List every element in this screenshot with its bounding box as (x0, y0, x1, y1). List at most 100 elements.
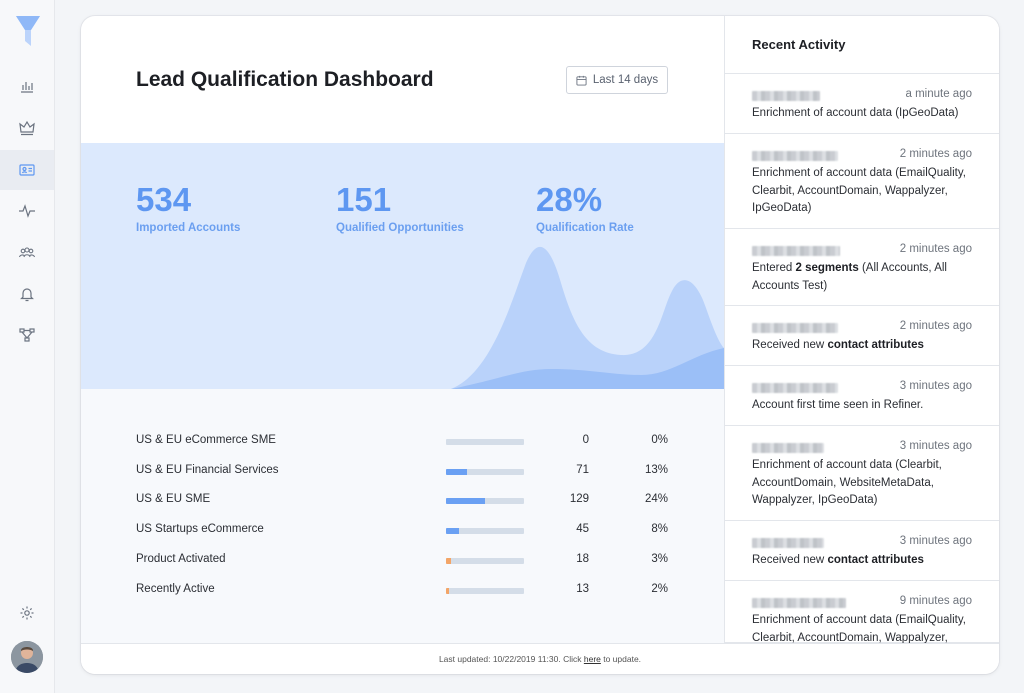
avatar-icon (11, 641, 43, 673)
segment-row[interactable]: US & EU Financial Services 71 13% (81, 461, 724, 481)
activity-item[interactable]: a minute ago Enrichment of account data (… (725, 74, 999, 134)
kpi-label: Qualification Rate (536, 222, 634, 234)
activity-description: Enrichment of account data (EmailQuality… (752, 614, 966, 643)
segment-bar (446, 469, 524, 475)
nav-item-activity[interactable] (0, 191, 54, 231)
people-icon (18, 247, 36, 258)
activity-time: 2 minutes ago (899, 243, 972, 255)
main-panel: Lead Qualification Dashboard Last 14 day… (81, 16, 724, 643)
segment-row[interactable]: Product Activated 18 3% (81, 550, 724, 570)
segment-bar (446, 528, 524, 534)
settings-button[interactable] (0, 593, 54, 633)
segment-name: US & EU Financial Services (136, 464, 279, 476)
calendar-icon (576, 75, 587, 86)
recent-activity-panel: Recent Activity a minute ago Enrichment o… (724, 16, 999, 643)
bell-icon (20, 288, 34, 302)
activity-description: Entered 2 segments (All Accounts, All Ac… (752, 262, 947, 292)
segment-row[interactable]: US Startups eCommerce 45 8% (81, 520, 724, 540)
segment-row[interactable]: US & EU SME 129 24% (81, 490, 724, 510)
redacted-contact-name (752, 151, 838, 161)
activity-time: 3 minutes ago (899, 440, 972, 452)
redacted-contact-name (752, 598, 846, 608)
kpi-hero: 534 Imported Accounts 151 Qualified Oppo… (81, 143, 724, 389)
activity-item[interactable]: 2 minutes ago Entered 2 segments (All Acc… (725, 229, 999, 306)
kpi-label: Imported Accounts (136, 222, 241, 234)
segment-count: 0 (582, 434, 589, 446)
segment-count: 13 (576, 583, 589, 595)
update-link[interactable]: here (583, 654, 601, 664)
user-avatar[interactable] (11, 641, 43, 673)
segment-percent: 3% (651, 553, 668, 565)
nav-item-workflows[interactable] (0, 315, 54, 355)
segment-bar-fill (446, 469, 467, 475)
activity-description: Account first time seen in Refiner. (752, 399, 924, 411)
activity-time: 9 minutes ago (899, 595, 972, 607)
segment-bar (446, 588, 524, 594)
activity-time: 2 minutes ago (899, 148, 972, 160)
segment-percent: 0% (651, 434, 668, 446)
footer-text: Last updated: 10/22/2019 11:30. Click (438, 654, 584, 664)
nav-item-analytics[interactable] (0, 66, 54, 106)
segment-percent: 2% (651, 583, 668, 595)
segment-bar (446, 498, 524, 504)
segment-percent: 8% (651, 523, 668, 535)
kpi-value: 534 (136, 181, 192, 218)
activity-description: Received new contact attributes (752, 554, 924, 566)
segment-name: US & EU SME (136, 493, 211, 505)
pulse-icon (19, 204, 35, 218)
crown-icon (19, 120, 35, 136)
segment-bar (446, 558, 524, 564)
segment-count: 71 (576, 464, 589, 476)
segment-bar-fill (446, 498, 485, 504)
kpi-label: Qualified Opportunities (336, 222, 464, 234)
segment-bar-fill (446, 558, 451, 564)
activity-item[interactable]: 9 minutes ago Enrichment of account data … (725, 581, 999, 643)
redacted-contact-name (752, 91, 820, 101)
activity-description: Enrichment of account data (Clearbit, Ac… (752, 459, 942, 506)
segment-count: 18 (576, 553, 589, 565)
kpi-qualification-rate: 28% Qualification Rate (536, 183, 634, 234)
date-range-label: Last 14 days (592, 74, 659, 86)
segment-row[interactable]: Recently Active 13 2% (81, 580, 724, 600)
nav-item-segments[interactable] (0, 233, 54, 273)
redacted-contact-name (752, 538, 824, 548)
segment-name: Recently Active (136, 583, 215, 595)
footer: Last updated: 10/22/2019 11:30. Click he… (81, 643, 999, 674)
activity-item[interactable]: 2 minutes ago Enrichment of account data … (725, 134, 999, 229)
footer-text-end: to update. (600, 654, 642, 664)
date-range-button[interactable]: Last 14 days (566, 66, 668, 94)
segment-percent: 13% (644, 464, 668, 476)
contact-card-icon (19, 164, 35, 176)
activity-time: 3 minutes ago (899, 380, 972, 392)
segment-row[interactable]: US & EU eCommerce SME 0 0% (81, 431, 724, 451)
nav-item-notifications[interactable] (0, 274, 54, 314)
redacted-contact-name (752, 323, 838, 333)
redacted-contact-name (752, 443, 824, 453)
segment-bar-fill (446, 528, 459, 534)
kpi-value: 28% (536, 181, 603, 218)
activity-time: 3 minutes ago (899, 535, 972, 547)
redacted-contact-name (752, 246, 840, 256)
segment-count: 45 (576, 523, 589, 535)
funnel-logo-icon[interactable] (14, 14, 42, 48)
activity-item[interactable]: 2 minutes ago Received new contact attrib… (725, 306, 999, 366)
activity-item[interactable]: 3 minutes ago Account first time seen in … (725, 366, 999, 426)
segment-name: Product Activated (136, 553, 226, 565)
segments-table: US & EU eCommerce SME 0 0% US & EU Finan… (81, 389, 724, 643)
segment-name: US Startups eCommerce (136, 523, 264, 535)
segment-bar (446, 439, 524, 445)
kpi-value: 151 (336, 181, 392, 218)
nav-item-qualification[interactable] (0, 108, 54, 148)
redacted-contact-name (752, 383, 838, 393)
sidebar (0, 0, 55, 693)
activity-title: Recent Activity (752, 37, 846, 52)
activity-item[interactable]: 3 minutes ago Received new contact attrib… (725, 521, 999, 581)
activity-description: Enrichment of account data (IpGeoData) (752, 107, 959, 119)
activity-description: Enrichment of account data (EmailQuality… (752, 167, 966, 214)
kpi-imported-accounts: 534 Imported Accounts (136, 183, 240, 234)
kpi-qualified-opportunities: 151 Qualified Opportunities (336, 183, 464, 234)
segment-percent: 24% (644, 493, 668, 505)
activity-item[interactable]: 3 minutes ago Enrichment of account data … (725, 426, 999, 521)
nav-item-contacts[interactable] (0, 150, 54, 190)
dashboard-card: Lead Qualification Dashboard Last 14 day… (81, 16, 999, 674)
